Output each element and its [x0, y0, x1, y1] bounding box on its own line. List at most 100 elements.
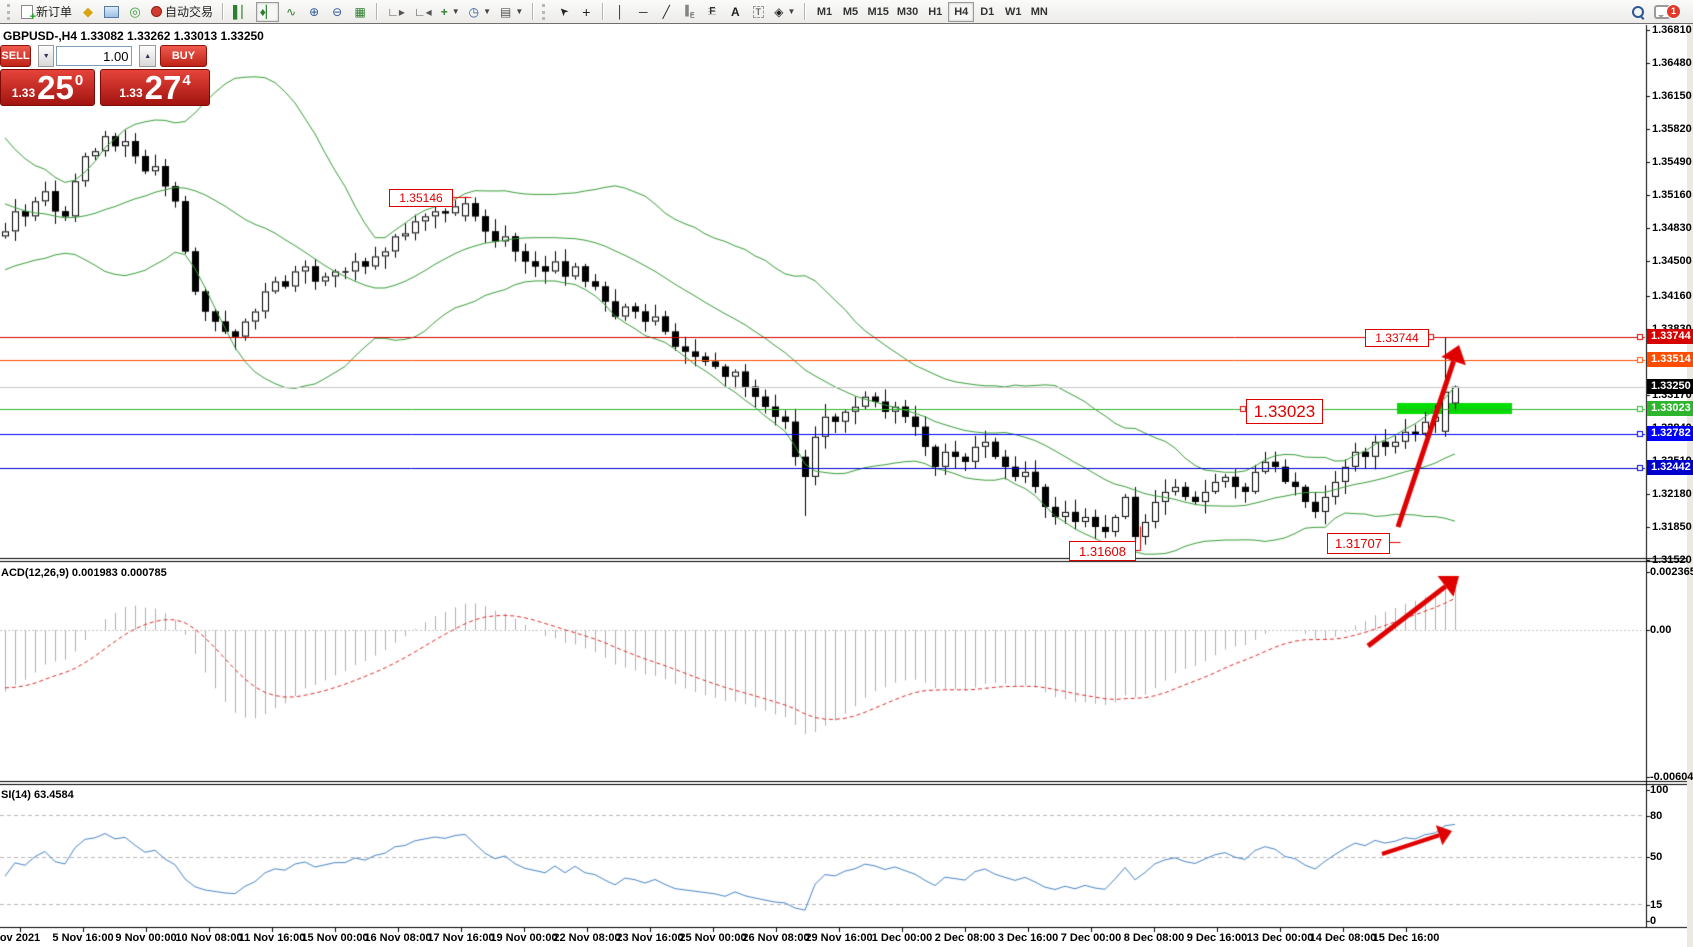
crosshair-tool-button[interactable]: +	[575, 2, 597, 22]
text-label-tool[interactable]: T	[747, 2, 769, 22]
price-tick-label: 1.36480	[1652, 57, 1692, 70]
buy-price-box[interactable]: 1.33 27 4	[100, 69, 210, 106]
time-label: 1 Dec 00:00	[871, 932, 933, 944]
zoom-out-button[interactable]: ⊖	[326, 2, 348, 22]
indicator-axis-label: -0.006048	[1650, 771, 1693, 783]
fibonacci-tool[interactable]: F	[701, 2, 723, 22]
candlestick-icon: ♦▏	[259, 4, 276, 19]
chevron-down-icon: ▼	[483, 7, 492, 16]
price-tick-label: 1.35160	[1652, 189, 1692, 202]
line-chart-button[interactable]: ∿	[280, 2, 302, 22]
separator	[222, 3, 225, 20]
time-label: 25 Nov 00:00	[679, 932, 747, 944]
text-tool[interactable]: A	[724, 2, 746, 22]
auto-scroll-icon: ∟▸	[387, 4, 405, 19]
timeframe-button-H1[interactable]: H1	[928, 5, 943, 18]
timeframe-button-MN[interactable]: MN	[1030, 5, 1048, 18]
channel-tool[interactable]: ∥E	[678, 2, 700, 22]
shapes-tool[interactable]: ◈ ▼	[770, 2, 799, 22]
indicator-axis-label: 0.002365	[1650, 566, 1693, 578]
macd-indicator-label: ACD(12,26,9) 0.001983 0.000785	[1, 567, 167, 579]
tile-windows-button[interactable]: ▦	[349, 2, 371, 22]
signals-button[interactable]: ◎	[124, 2, 146, 22]
timeframe-button-D1[interactable]: D1	[980, 5, 995, 18]
time-label: ov 2021	[0, 932, 41, 944]
time-label: 13 Dec 00:00	[1246, 932, 1314, 944]
search-button[interactable]	[1627, 2, 1649, 22]
new-order-label: 新订单	[36, 5, 73, 19]
price-badge-1.32442: 1.32442	[1647, 459, 1693, 475]
price-annotation-1.35146[interactable]: 1.35146	[389, 189, 453, 207]
toolbar: 新订单 ◆ ◎ 自动交易 ▌▏ ♦▏ ∿ ⊕ ⊖ ▦ ∟▸ ∟◂ +▼ ◷▼ ▤…	[0, 0, 1693, 24]
text-icon: A	[730, 4, 740, 19]
time-label: 9 Dec 16:00	[1186, 932, 1248, 944]
time-label: 26 Nov 08:00	[742, 932, 810, 944]
chart-title: GBPUSD-,H4 1.33082 1.33262 1.33013 1.332…	[3, 29, 264, 43]
time-label: 15 Dec 16:00	[1372, 932, 1440, 944]
horizontal-line-icon: ─	[639, 4, 648, 19]
buy-button[interactable]: BUY	[159, 45, 207, 67]
notifications-button[interactable]: 1	[1650, 2, 1681, 22]
vertical-line-icon: │	[616, 4, 625, 19]
tile-windows-icon: ▦	[354, 4, 366, 19]
trendline-tool[interactable]: ╱	[655, 2, 677, 22]
vertical-line-tool[interactable]: │	[609, 2, 631, 22]
auto-trading-button[interactable]: 自动交易	[147, 2, 217, 22]
indicator-axis-label: 0.00	[1650, 624, 1672, 636]
indicator-axis-label: 80	[1650, 810, 1663, 822]
chevron-down-icon: ▼	[515, 7, 524, 16]
new-order-button[interactable]: 新订单	[17, 2, 76, 23]
indicators-button[interactable]: + ▼	[437, 2, 464, 22]
horizontal-line-tool[interactable]: ─	[632, 2, 654, 22]
price-annotation-1.33023[interactable]: 1.33023	[1246, 399, 1323, 424]
timeframe-button-M1[interactable]: M1	[816, 5, 833, 18]
line-chart-icon: ∿	[286, 4, 297, 19]
time-label: 29 Nov 16:00	[805, 932, 873, 944]
timeframe-button-W1[interactable]: W1	[1005, 5, 1022, 18]
buy-price-small: 1.33	[119, 86, 143, 100]
chart-shift-button[interactable]: ∟◂	[410, 2, 436, 22]
search-icon	[1632, 5, 1644, 18]
toolbar-drag-handle[interactable]	[542, 3, 548, 20]
volume-decrease-button[interactable]: ▼	[37, 45, 55, 67]
trendline-icon: ╱	[662, 4, 670, 19]
time-label: 17 Nov 16:00	[427, 932, 495, 944]
time-label: 23 Nov 16:00	[616, 932, 684, 944]
volume-input[interactable]	[56, 46, 133, 66]
auto-scroll-button[interactable]: ∟▸	[383, 2, 409, 22]
templates-button[interactable]: ▤ ▼	[496, 2, 527, 22]
zoom-in-button[interactable]: ⊕	[303, 2, 325, 22]
price-annotation-1.31608[interactable]: 1.31608	[1069, 541, 1136, 561]
timeframe-button-M15[interactable]: M15	[867, 5, 889, 18]
channel-icon: ∥E	[683, 3, 695, 20]
signal-icon: ◎	[129, 4, 141, 19]
time-label: 14 Dec 08:00	[1309, 932, 1377, 944]
timeframe-button-H4[interactable]: H4	[948, 1, 975, 22]
volume-increase-button[interactable]: ▲	[139, 45, 156, 67]
gold-icon: ◆	[83, 4, 94, 19]
candlestick-chart-button[interactable]: ♦▏	[255, 1, 280, 22]
toolbar-drag-handle[interactable]	[7, 3, 13, 20]
separator	[804, 3, 807, 20]
market-watch-button[interactable]	[100, 2, 123, 22]
periods-button[interactable]: ◷ ▼	[465, 2, 495, 22]
cursor-tool-button[interactable]: ➤	[552, 2, 574, 22]
timeframe-button-M30[interactable]: M30	[896, 5, 919, 18]
sell-price-box[interactable]: 1.33 25 0	[0, 69, 95, 106]
time-label: 19 Nov 00:00	[490, 932, 558, 944]
gold-button[interactable]: ◆	[77, 2, 99, 22]
time-label: 5 Nov 16:00	[52, 932, 114, 944]
time-label: 2 Dec 08:00	[934, 932, 996, 944]
timeframe-button-M5[interactable]: M5	[842, 5, 859, 18]
price-annotation-1.31707[interactable]: 1.31707	[1327, 533, 1390, 554]
sell-button[interactable]: SELL	[0, 45, 31, 67]
price-badge-1.33250: 1.33250	[1647, 378, 1693, 394]
time-label: 11 Nov 16:00	[238, 932, 306, 944]
indicator-axis-label: 15	[1650, 899, 1663, 911]
templates-icon: ▤	[500, 4, 512, 19]
price-annotation-1.33744[interactable]: 1.33744	[1365, 329, 1429, 347]
bar-chart-button[interactable]: ▌▏	[229, 2, 255, 22]
price-badge-1.33023: 1.33023	[1647, 401, 1693, 417]
